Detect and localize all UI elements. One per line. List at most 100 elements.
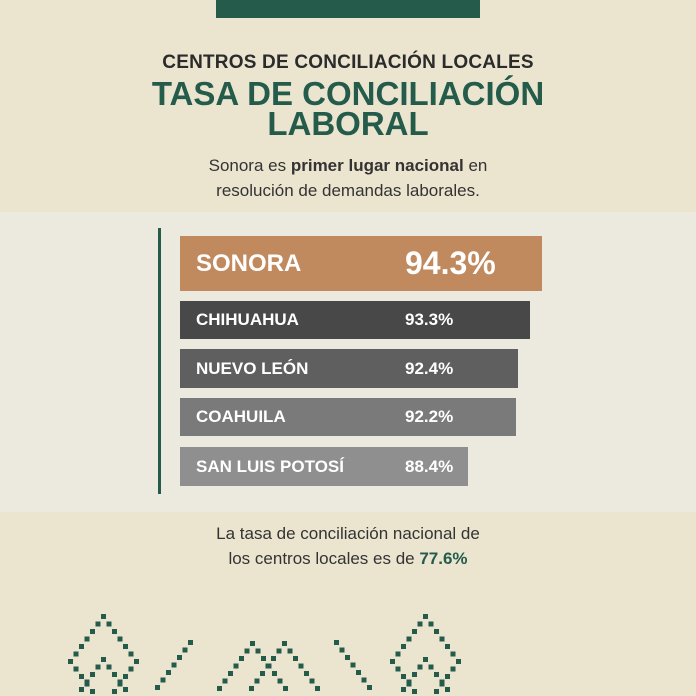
title-line-1: TASA DE CONCILIACIÓN bbox=[151, 75, 545, 112]
pattern-square bbox=[254, 678, 260, 684]
pattern-square bbox=[123, 674, 128, 679]
pattern-square bbox=[445, 687, 450, 692]
pattern-square bbox=[315, 686, 320, 691]
bar-label: SONORA bbox=[196, 249, 302, 277]
title-line-2: LABORAL bbox=[267, 105, 429, 142]
bar-3: COAHUILA 92.2% bbox=[180, 398, 516, 436]
pattern-square bbox=[101, 657, 106, 662]
top-banner bbox=[216, 0, 480, 18]
decorative-pattern bbox=[68, 614, 461, 694]
pattern-square bbox=[428, 664, 434, 670]
bar-value: 94.3% bbox=[405, 245, 496, 281]
pattern-square bbox=[128, 666, 134, 672]
bar-value: 88.4% bbox=[405, 456, 454, 476]
pattern-square bbox=[128, 651, 134, 657]
pattern-square bbox=[272, 671, 277, 676]
pattern-square bbox=[401, 644, 406, 649]
pattern-square bbox=[222, 678, 228, 684]
bar-value: 93.3% bbox=[405, 310, 454, 329]
pattern-square bbox=[112, 689, 117, 694]
bar-1: CHIHUAHUA 93.3% bbox=[180, 301, 530, 339]
pattern-square bbox=[90, 629, 95, 634]
pattern-square bbox=[450, 651, 456, 657]
pattern-square bbox=[265, 663, 271, 669]
pattern-square bbox=[287, 648, 293, 654]
pattern-square bbox=[244, 648, 250, 654]
pattern-square bbox=[412, 689, 417, 694]
pattern-square bbox=[250, 641, 255, 646]
pattern-square bbox=[123, 644, 128, 649]
pattern-square bbox=[177, 655, 182, 660]
pattern-square bbox=[84, 679, 90, 685]
pattern-square bbox=[309, 678, 315, 684]
pattern-square bbox=[423, 614, 428, 619]
bar-2: NUEVO LEÓN 92.4% bbox=[180, 349, 519, 388]
subtitle-post: en bbox=[463, 156, 488, 175]
pattern-square bbox=[401, 687, 406, 692]
footer-line-1: La tasa de conciliación nacional de bbox=[216, 524, 480, 543]
subtitle-pre: Sonora es bbox=[208, 156, 291, 175]
pattern-square bbox=[395, 651, 401, 657]
pattern-square bbox=[406, 679, 412, 685]
pattern-square bbox=[160, 677, 166, 683]
pattern-square bbox=[68, 659, 73, 664]
pattern-square bbox=[282, 641, 287, 646]
pattern-square bbox=[134, 659, 139, 664]
pattern-square bbox=[233, 663, 239, 669]
bar-value: 92.2% bbox=[405, 407, 454, 426]
pattern-square bbox=[101, 614, 106, 619]
pattern-square bbox=[166, 670, 171, 675]
pattern-square bbox=[417, 621, 423, 627]
pattern-square bbox=[395, 666, 401, 672]
pattern-square bbox=[304, 671, 309, 676]
pattern-square bbox=[350, 662, 356, 668]
national-rate: 77.6% bbox=[419, 549, 468, 568]
bar-label: COAHUILA bbox=[196, 407, 286, 426]
pattern-square bbox=[456, 659, 461, 664]
pattern-square bbox=[356, 670, 361, 675]
pattern-square bbox=[239, 656, 244, 661]
pattern-square bbox=[434, 629, 439, 634]
pattern-square bbox=[90, 689, 95, 694]
pattern-square bbox=[123, 687, 128, 692]
pattern-square bbox=[106, 621, 112, 627]
chart-axis-line bbox=[158, 228, 161, 494]
pattern-square bbox=[283, 686, 288, 691]
pattern-square bbox=[434, 689, 439, 694]
pattern-square bbox=[406, 636, 412, 642]
bar-value: 92.4% bbox=[405, 358, 454, 378]
pattern-square bbox=[271, 656, 276, 661]
pattern-square bbox=[217, 686, 222, 691]
pattern-square bbox=[261, 656, 266, 661]
pattern-square bbox=[417, 664, 423, 670]
pattern-square bbox=[439, 679, 445, 685]
pattern-square bbox=[249, 686, 254, 691]
pattern-square bbox=[79, 674, 84, 679]
pattern-square bbox=[412, 672, 417, 677]
pattern-square bbox=[401, 674, 406, 679]
pattern-square bbox=[112, 672, 117, 677]
pattern-square bbox=[276, 648, 282, 654]
pattern-square bbox=[412, 629, 417, 634]
bar-4: SAN LUIS POTOSÍ 88.4% bbox=[180, 447, 469, 486]
bar-label: CHIHUAHUA bbox=[196, 310, 299, 329]
pattern-square bbox=[73, 666, 79, 672]
pattern-square bbox=[293, 656, 298, 661]
pattern-square bbox=[90, 672, 95, 677]
footer-note: La tasa de conciliación nacional de los … bbox=[0, 521, 696, 571]
pattern-square bbox=[361, 677, 367, 683]
subtitle-bold: primer lugar nacional bbox=[290, 156, 464, 175]
pattern-square bbox=[450, 666, 456, 672]
pattern-square bbox=[260, 671, 265, 676]
pattern-square bbox=[334, 640, 339, 645]
pattern-square bbox=[298, 663, 304, 669]
pattern-square bbox=[255, 648, 261, 654]
pattern-square bbox=[79, 644, 84, 649]
pattern-square bbox=[155, 685, 160, 690]
pattern-square bbox=[434, 672, 439, 677]
pattern-square bbox=[367, 685, 372, 690]
pattern-square bbox=[112, 629, 117, 634]
pattern-square bbox=[79, 687, 84, 692]
pattern-square bbox=[182, 647, 188, 653]
pattern-square bbox=[428, 621, 434, 627]
